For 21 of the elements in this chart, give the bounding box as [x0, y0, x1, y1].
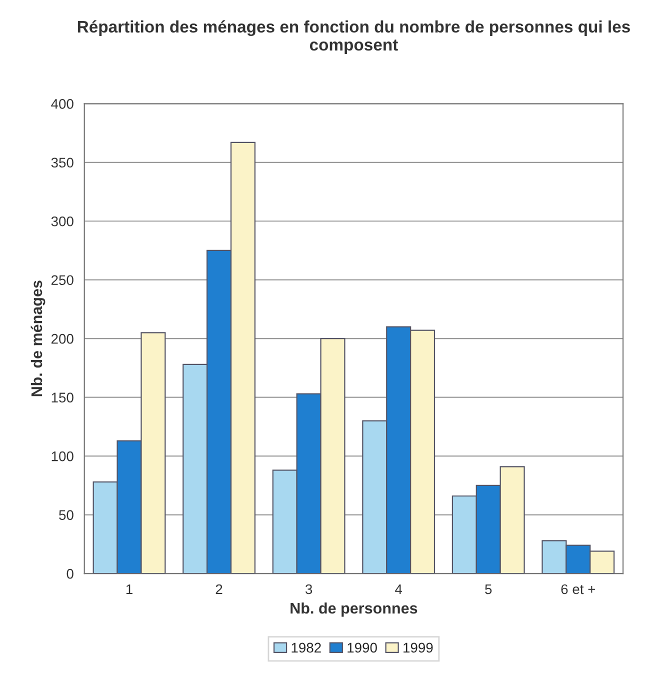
- legend-label: 1982: [292, 642, 321, 653]
- y-axis-title: Nb. de ménages: [30, 280, 46, 396]
- y-tick-label: 400: [51, 98, 74, 109]
- legend-label: 1990: [348, 642, 377, 653]
- y-tick-label: 300: [51, 216, 74, 226]
- legend-label: 1999: [404, 642, 433, 653]
- y-tick-label: 0: [66, 568, 74, 579]
- y-tick-label: 250: [51, 275, 74, 286]
- x-axis-title: Nb. de personnes: [290, 602, 418, 617]
- x-tick-label: 1: [126, 584, 132, 594]
- x-tick-label: 3: [305, 584, 312, 594]
- x-tick-label: 5: [485, 584, 492, 594]
- chart-title: Répartition des ménages en fonction du nombre de personnes qui les composent: [78, 20, 630, 54]
- y-tick-label: 150: [52, 392, 74, 402]
- x-tick-label: 6 et +: [561, 584, 596, 594]
- x-tick-label: 4: [395, 584, 402, 594]
- y-tick-label: 50: [59, 510, 74, 520]
- x-tick-label: 2: [216, 584, 222, 594]
- y-tick-label: 200: [51, 334, 74, 344]
- y-tick-label: 100: [52, 451, 74, 462]
- y-tick-label: 350: [51, 158, 74, 168]
